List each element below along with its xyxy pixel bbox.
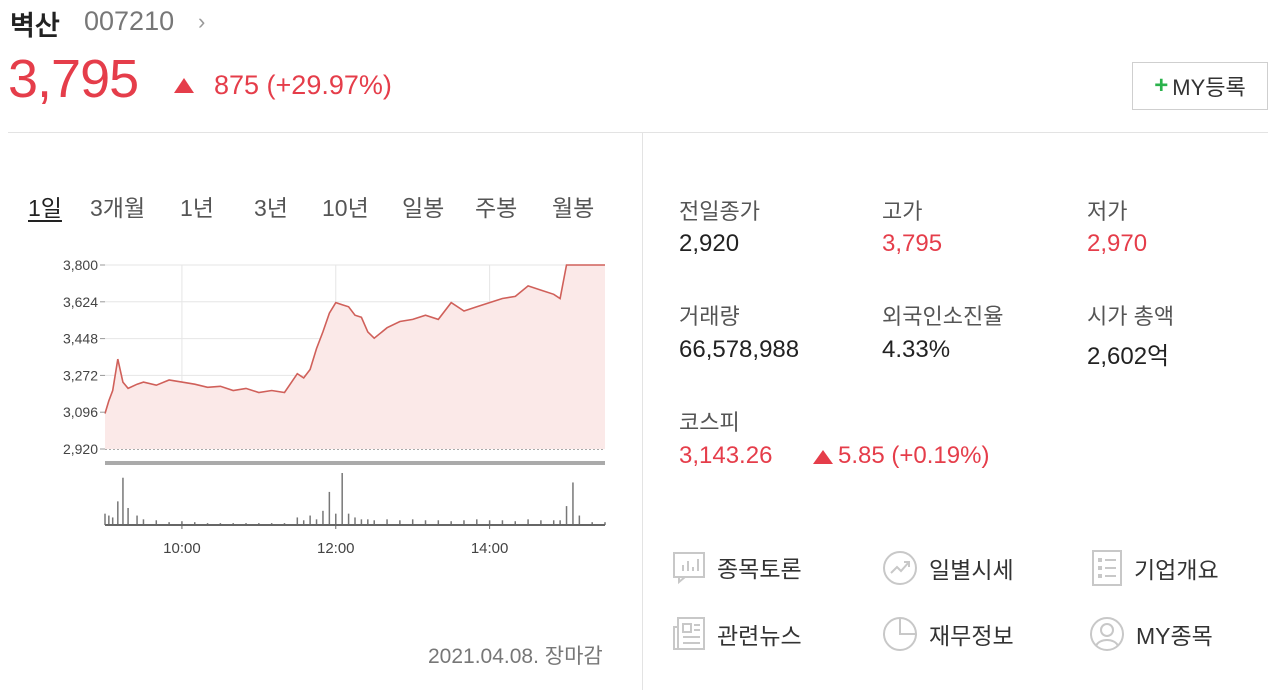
market-cap-value: 2,602억 [1087, 343, 1170, 370]
stock-code[interactable]: 007210 [84, 6, 175, 36]
kospi-value: 3,143.26 [679, 442, 773, 469]
x-tick-label: 10:00 [163, 540, 201, 557]
x-tick-label: 12:00 [317, 540, 355, 557]
price-line [104, 264, 605, 414]
low-label: 저가 [1087, 199, 1128, 224]
x-tick-label: 14:00 [471, 540, 509, 557]
kospi-label: 코스피 [679, 410, 740, 435]
y-tick-label: 3,096 [63, 404, 98, 420]
link-discussion-label: 종목토론 [717, 556, 802, 582]
tab-monthly[interactable]: 월봉 [552, 195, 595, 221]
stock-name: 벽산 [10, 11, 60, 41]
y-tick-label: 3,272 [63, 367, 98, 383]
foreign-ratio-value: 4.33% [882, 336, 951, 363]
link-my-stocks[interactable]: MY종목 [1088, 615, 1213, 653]
volume-label: 거래량 [679, 304, 740, 329]
y-tick-label: 3,800 [63, 257, 98, 273]
link-company-overview-label: 기업개요 [1134, 557, 1219, 583]
price-area [105, 265, 605, 449]
y-tick-label: 2,920 [63, 441, 98, 457]
price-change: 875 (+29.97%) [214, 70, 392, 100]
volume-value: 66,578,988 [679, 336, 800, 363]
pie-chart-icon [883, 617, 917, 651]
tab-3m[interactable]: 3개월 [90, 195, 146, 221]
y-tick-label: 3,624 [63, 294, 98, 310]
discussion-chart-icon [673, 552, 705, 585]
header-divider [8, 132, 1268, 133]
period-tabs: 1일 3개월 1년 3년 10년 일봉 주봉 월봉 [0, 189, 640, 221]
link-news-label: 관련뉴스 [717, 623, 802, 649]
link-news[interactable]: 관련뉴스 [671, 615, 802, 653]
my-register-label: MY등록 [1172, 75, 1246, 100]
link-discussion[interactable]: 종목토론 [671, 549, 802, 585]
link-daily-price[interactable]: 일별시세 [881, 549, 1014, 587]
up-triangle-icon [813, 450, 833, 464]
tab-weekly[interactable]: 주봉 [475, 195, 518, 221]
high-value: 3,795 [882, 230, 943, 257]
y-tick-label: 3,448 [63, 331, 98, 347]
link-my-stocks-label: MY종목 [1136, 623, 1213, 649]
high-label: 고가 [882, 199, 923, 224]
low-value: 2,970 [1087, 230, 1148, 257]
current-price: 3,795 [8, 49, 139, 109]
user-circle-icon [1090, 617, 1124, 651]
market-cap-label: 시가 총액 [1087, 304, 1175, 329]
kospi-change: 5.85 (+0.19%) [838, 442, 990, 469]
newspaper-icon [673, 617, 705, 650]
tab-daily[interactable]: 일봉 [402, 195, 445, 221]
link-daily-price-label: 일별시세 [929, 557, 1014, 583]
chevron-right-icon[interactable]: › [198, 9, 206, 34]
prev-close-value: 2,920 [679, 230, 740, 257]
prev-close-label: 전일종가 [679, 199, 760, 224]
intraday-chart: 3,800 3,624 3,448 3,272 3,096 2,920 10:00 12:0… [63, 257, 606, 557]
trend-circle-icon [883, 551, 917, 585]
tab-3y[interactable]: 3년 [254, 195, 288, 221]
link-financials-label: 재무정보 [929, 623, 1014, 649]
column-divider [642, 133, 643, 690]
up-triangle-icon [174, 78, 194, 93]
as-of-date: 2021.04.08. 장마감 [428, 645, 603, 668]
tab-1d[interactable]: 1일 [28, 195, 62, 221]
chart-separator [105, 461, 605, 465]
plus-icon: + [1154, 72, 1169, 99]
my-register-button[interactable]: + MY등록 [1132, 62, 1268, 110]
link-company-overview[interactable]: 기업개요 [1090, 549, 1219, 587]
tab-10y[interactable]: 10년 [322, 195, 369, 221]
foreign-ratio-label: 외국인소진율 [882, 304, 1004, 329]
link-financials[interactable]: 재무정보 [881, 615, 1014, 653]
tab-1y[interactable]: 1년 [180, 195, 214, 221]
list-document-icon [1092, 550, 1122, 586]
